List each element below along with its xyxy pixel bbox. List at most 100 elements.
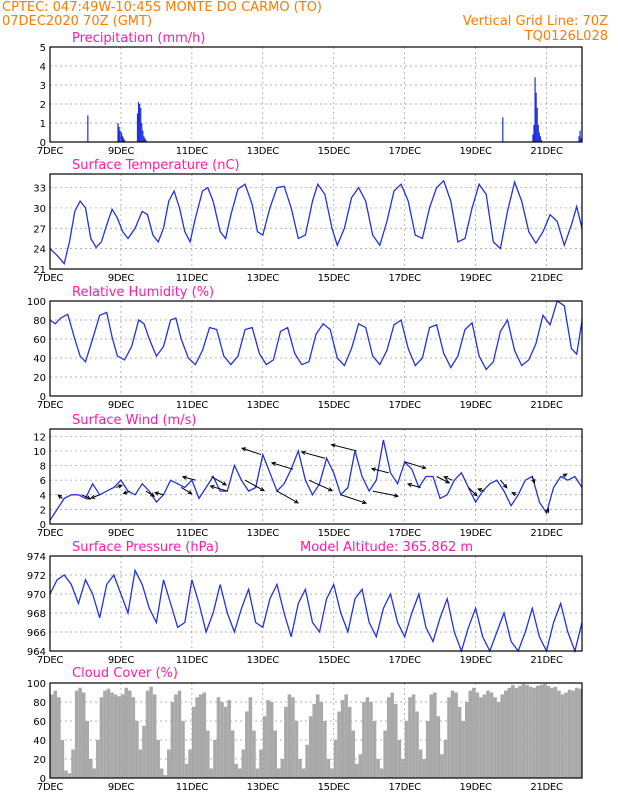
cloud-cover-bar (78, 687, 82, 778)
pressure-series-line (49, 568, 583, 654)
cloud-cover-bar (564, 692, 568, 778)
wind-arrow-shaft (241, 447, 262, 456)
cloud-cover-bar (198, 694, 203, 778)
temperature-ytick-label: 30 (33, 204, 46, 215)
cloud-cover-bar (333, 740, 338, 778)
wind-arrow-shaft (81, 494, 91, 500)
wind-arrow (511, 492, 517, 497)
cloud-cover-bar (284, 706, 288, 778)
wind-arrow (181, 475, 196, 481)
wind-arrow (122, 490, 130, 495)
wind-xtick-label: 19DEC (459, 528, 492, 539)
wind-ytick-label: 6 (40, 476, 46, 487)
cloud-cover-bar (567, 689, 572, 778)
cloud-cover-bar (390, 692, 395, 778)
cloud-cover-bar (234, 763, 238, 778)
panel-title-humidity: Relative Humidity (%) (72, 285, 214, 300)
cloud-cover-bar (60, 740, 65, 778)
wind-arrow-head (531, 478, 536, 484)
cloud-cover-bar (113, 694, 118, 778)
cloud-cover-bar (89, 759, 93, 778)
precipitation-bar (124, 140, 126, 142)
cloud-cover-bar (340, 700, 345, 778)
cloud-cover-bar (124, 687, 129, 778)
cloud-cover-bar (461, 721, 465, 778)
wind-arrow-shaft (340, 494, 367, 504)
panel-precipitation: 0 1 2 3 4 5 7DEC 9DEC 11DEC 13DEC 15DEC 17DEC 19DEC 2… (37, 43, 583, 157)
cloud-cover-bar (518, 685, 522, 778)
cloud-cover-bar (500, 694, 504, 778)
wind-arrow (209, 484, 228, 492)
cloud-cover-bar (507, 687, 512, 778)
pressure-xtick-label: 21DEC (530, 655, 563, 666)
cloud-cover-bar (152, 694, 157, 778)
cloud-cover-bar (110, 692, 114, 778)
wind-ytick-label: 8 (40, 462, 46, 473)
precipitation-bar (580, 138, 582, 142)
cloud-cover-bar (273, 730, 277, 778)
panel-title-pressure: Surface Pressure (hPa) (72, 540, 219, 555)
cloud-cover-bar (574, 687, 579, 778)
cloud-cover-bar (486, 690, 490, 778)
cloud-cover-bar (223, 706, 228, 778)
wind-arrow-head (445, 479, 451, 484)
cloud-cover-bar (578, 688, 582, 778)
cloud-cover-bar (71, 749, 75, 778)
cloud-cover-bar (227, 700, 231, 778)
cloud-cover-bar (291, 697, 295, 778)
wind-arrow-head (153, 491, 160, 496)
precipitation-frame (49, 46, 583, 143)
panel-cloud-cover: 0 20 40 60 80 100 7DEC 9DEC 11DEC 13DEC 15DEC 17DEC… (27, 679, 583, 793)
precipitation-bar (123, 138, 125, 142)
wind-arrow-head (545, 507, 550, 513)
precipitation-ytick-label: 3 (40, 81, 46, 92)
panel-title-cloud-cover: Cloud Cover (%) (72, 666, 178, 681)
wind-arrow-head (209, 484, 215, 490)
wind-arrow-shaft (407, 483, 421, 488)
cloud-cover-bar (397, 740, 402, 778)
cloud-cover-bar (159, 768, 164, 778)
cloud-cover-xtick-label: 17DEC (389, 782, 422, 793)
cloud-cover-bar (344, 694, 348, 778)
cloud-cover-bar (99, 697, 104, 778)
wind-arrow-shaft (443, 476, 453, 481)
cloud-cover-bar (557, 690, 561, 778)
cloud-cover-bar (514, 687, 519, 778)
cloud-cover-bar (96, 740, 100, 778)
pressure-xtick-label: 19DEC (459, 655, 492, 666)
wind-arrow (180, 487, 193, 495)
wind-arrow (241, 447, 262, 456)
wind-arrow-head (327, 487, 334, 492)
wind-arrow-shaft (210, 485, 228, 492)
wind-arrow-shaft (182, 476, 196, 481)
wind-arrow (500, 479, 508, 489)
humidity-frame (49, 300, 583, 397)
pressure-ytick-label: 968 (27, 609, 46, 620)
humidity-ytick-label: 60 (33, 335, 46, 346)
cloud-cover-bar (447, 697, 451, 778)
cloud-cover-bar (493, 697, 497, 778)
wind-arrow-shaft (180, 487, 192, 495)
precipitation-ytick-label: 1 (40, 119, 46, 130)
wind-arrow (436, 476, 451, 484)
wind-xtick-label: 7DEC (37, 528, 63, 539)
wind-arrow-head (259, 487, 265, 492)
wind-arrow (545, 507, 550, 514)
wind-arrow (300, 450, 325, 459)
cloud-cover-bar (532, 687, 536, 778)
precipitation-ytick-label: 5 (40, 43, 46, 54)
wind-ytick-label: 10 (33, 447, 46, 458)
cloud-cover-ytick-label: 100 (27, 679, 46, 690)
cloud-cover-bar (280, 759, 285, 778)
wind-arrow-head (443, 476, 449, 481)
wind-arrow (404, 461, 427, 470)
cloud-cover-bar (266, 700, 270, 778)
temperature-xtick-label: 11DEC (176, 273, 209, 284)
temperature-xtick-label: 7DEC (37, 273, 63, 284)
cloud-cover-bar (404, 721, 409, 778)
cloud-cover-bar (450, 690, 455, 778)
cloud-cover-bar (81, 692, 86, 778)
wind-arrow (153, 491, 164, 496)
wind-arrow-shaft (372, 490, 399, 497)
wind-arrow-head (57, 494, 63, 499)
